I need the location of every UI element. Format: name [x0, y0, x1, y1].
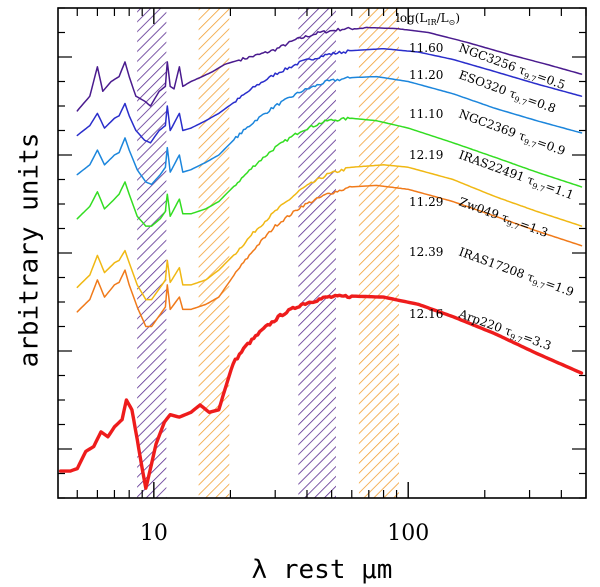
log-lir-ngc2369: 11.10 [409, 107, 443, 121]
label-arp220: Arp220 τ9.7=3.3 [455, 306, 553, 355]
tau-value: =1.3 [518, 217, 550, 240]
tau-value: =0.8 [525, 93, 557, 116]
label-name: Arp220 [456, 306, 508, 336]
x-axis-label: λ rest μm [252, 555, 393, 585]
curve-ngc2369 [76, 75, 583, 186]
log-lir-iras22491: 12.19 [409, 148, 443, 162]
label-zw049: Zw049 τ9.7=1.3 [456, 195, 550, 242]
tau-symbol: τ [517, 62, 528, 78]
log-lir-iras17208: 12.39 [409, 245, 443, 259]
tau-symbol: τ [507, 86, 518, 102]
log-lir-zw049: 11.29 [409, 195, 443, 209]
luminosity-header: log(LIR/L⊙) [396, 11, 460, 27]
tau-value: =0.5 [535, 69, 567, 92]
tau-subscript: 9.7 [508, 332, 523, 345]
sed-curves [58, 26, 584, 490]
tau-subscript: 9.7 [522, 71, 537, 84]
label-name: IRAS17208 [457, 245, 530, 283]
lum-header-ir: IR [427, 18, 437, 27]
curve-iras22491 [76, 116, 583, 227]
tau-value: =1.9 [543, 276, 575, 299]
tau-subscript: 9.7 [505, 219, 520, 232]
shaded-band-2-orange [198, 8, 230, 498]
curve-iras17208 [76, 184, 583, 328]
log-lir-arp220: 12.16 [409, 307, 443, 321]
x-tick-label-10: 10 [140, 521, 168, 546]
curve-ngc3256 [76, 26, 583, 112]
log-lir-eso320: 11.20 [409, 68, 443, 82]
curve-zw049 [76, 164, 583, 301]
tau-subscript: 9.7 [531, 181, 546, 194]
curve-arp220 [58, 293, 584, 490]
tau-symbol: τ [525, 173, 536, 189]
shaded-band-3-purple [298, 8, 336, 498]
shaded-band-4-orange [358, 8, 399, 498]
y-axis-ticks [58, 7, 586, 499]
tau-value: =0.9 [535, 135, 567, 158]
label-iras17208: IRAS17208 τ9.7=1.9 [456, 245, 575, 301]
curve-eso320 [76, 47, 583, 144]
lum-header-sun-symbol: ⊙ [449, 18, 456, 27]
tau-symbol: τ [525, 270, 536, 286]
x-tick-label-100: 100 [387, 521, 429, 546]
y-axis-label: arbitrary units [15, 133, 45, 368]
label-name: Zw049 [457, 195, 504, 224]
tau-subscript: 9.7 [513, 95, 528, 108]
lum-header-close: ) [455, 11, 460, 25]
x-axis-ticks: 10 100 [76, 8, 587, 546]
tau-symbol: τ [517, 128, 528, 144]
log-lir-ngc3256: 11.60 [409, 41, 443, 55]
label-name: ESO320 [457, 68, 512, 99]
tau-subscript: 9.7 [531, 278, 546, 291]
lum-header-sun: /L [437, 11, 449, 25]
label-name: NGC2369 [457, 107, 522, 142]
tau-symbol: τ [503, 323, 514, 339]
lum-header-prefix: log(L [396, 11, 427, 25]
tau-symbol: τ [500, 210, 511, 226]
tau-subscript: 9.7 [522, 137, 537, 150]
